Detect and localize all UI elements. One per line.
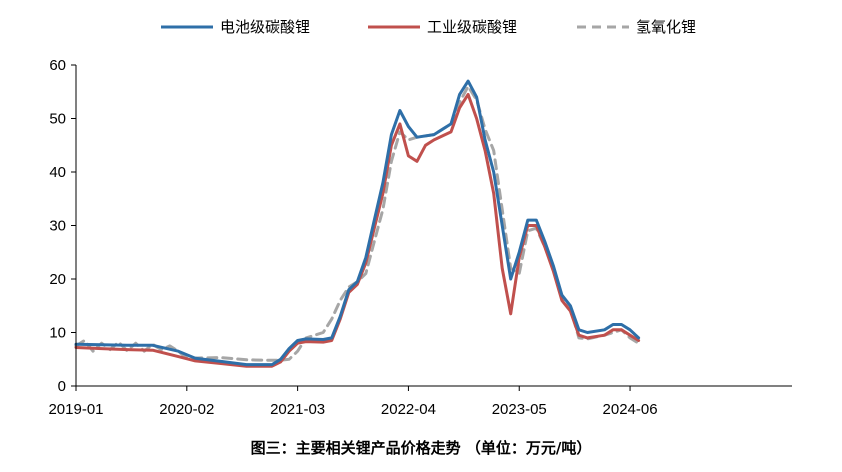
figure-caption: 图三：主要相关锂产品价格走势 （单位：万元/吨） (251, 439, 592, 457)
x-tick-label: 2021-03 (270, 401, 325, 418)
y-tick-label: 30 (49, 218, 66, 235)
y-tick-label: 10 (49, 325, 66, 342)
legend-label-2: 氢氧化锂 (636, 18, 696, 36)
legend-label-0: 电池级碳酸锂 (220, 18, 310, 36)
legend-label-1: 工业级碳酸锂 (427, 18, 517, 36)
x-tick-label: 2022-04 (381, 401, 436, 418)
y-tick-label: 40 (49, 164, 66, 181)
series-line-0 (74, 79, 641, 367)
y-tick-label: 60 (49, 57, 66, 74)
series-group (74, 79, 641, 368)
x-tick-label: 2020-02 (159, 401, 214, 418)
series-line-2 (74, 84, 641, 362)
series-line-1 (74, 92, 641, 368)
y-tick-label: 0 (58, 378, 66, 395)
y-tick-label: 20 (49, 271, 66, 288)
y-tick-label: 50 (49, 111, 66, 128)
y-axis-ticks: 0 10 20 30 40 50 60 (49, 57, 76, 395)
legend: 电池级碳酸锂 工业级碳酸锂 氢氧化锂 (161, 18, 696, 36)
x-tick-label: 2024-06 (603, 401, 658, 418)
x-tick-label: 2019-01 (48, 401, 103, 418)
x-tick-label: 2023-05 (492, 401, 547, 418)
x-axis-ticks: 2019-01 2020-02 2021-03 2022-04 2023-05 2024-… (48, 386, 658, 418)
